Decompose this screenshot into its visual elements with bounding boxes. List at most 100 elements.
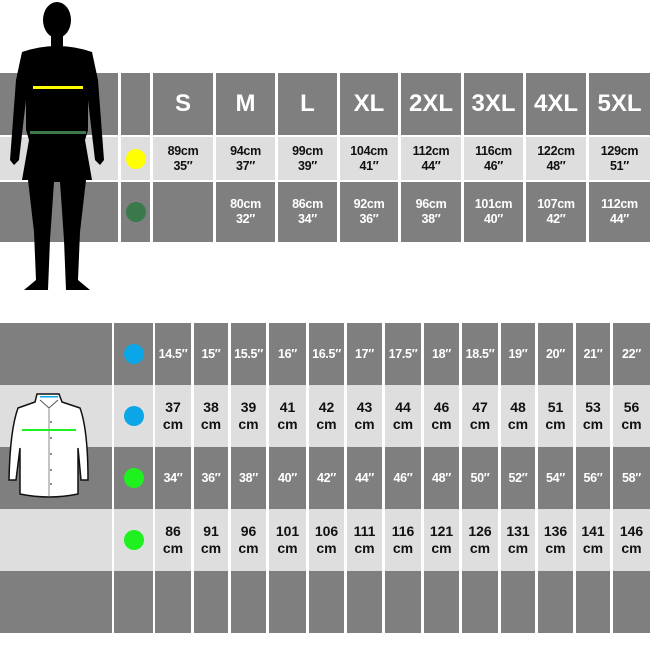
measurement-cell-text: 40″ [278, 470, 297, 485]
measurement-cell: 92cm 36″ [340, 182, 398, 242]
measurement-cell-text: 36″ [201, 470, 221, 485]
measurement-cell-text: 16.5″ [312, 346, 341, 361]
measurement-cell: 14.5″ [155, 323, 191, 385]
measurement-cell [385, 571, 421, 633]
measurement-cell-text: 94cm 37″ [230, 143, 261, 173]
measurement-cell: 52″ [501, 447, 535, 509]
measurement-cell: 16.5″ [309, 323, 344, 385]
measurement-cell: 46 cm [424, 385, 459, 447]
measurement-cell: 41 cm [269, 385, 306, 447]
measurement-cell-text: 146 cm [619, 523, 644, 556]
measurement-cell-text: 17.5″ [388, 346, 418, 361]
measurement-cell-text: 42″ [317, 470, 336, 485]
marker-cell [121, 137, 150, 180]
measurement-cell-text: 34″ [163, 470, 183, 485]
measurement-cell: 94cm 37″ [216, 137, 275, 180]
measurement-cell-text: 129cm 51″ [600, 143, 639, 173]
size-header: M [216, 73, 275, 135]
measurement-cell: 112cm 44″ [401, 137, 461, 180]
measurement-cell: 86 cm [155, 509, 191, 571]
size-header-text: XL [353, 89, 385, 117]
measurement-cell-text: 51 cm [545, 399, 566, 432]
measurement-cell [155, 571, 191, 633]
measurement-cell: 18″ [424, 323, 459, 385]
measurement-cell [424, 571, 459, 633]
chest-marker-icon [123, 530, 144, 550]
label-cell [0, 509, 112, 571]
measurement-cell-text: 112cm 44″ [412, 143, 450, 173]
measurement-cell-text: 92cm 36″ [353, 197, 385, 226]
size-header: 3XL [464, 73, 523, 135]
measurement-cell-text: 41 cm [277, 399, 298, 432]
chest-marker-icon [123, 468, 144, 488]
measurement-cell-text: 56 cm [621, 399, 642, 432]
measurement-cell-text: 89cm 35″ [167, 143, 199, 173]
measurement-cell: 40″ [269, 447, 306, 509]
measurement-cell-text: 131 cm [506, 523, 530, 556]
measurement-cell: 17.5″ [385, 323, 421, 385]
measurement-cell-text: 48″ [432, 470, 451, 485]
measurement-cell: 58″ [613, 447, 650, 509]
measurement-cell-text: 86cm 34″ [292, 197, 323, 226]
measurement-cell: 136 cm [538, 509, 573, 571]
figure-cell [0, 182, 118, 242]
measurement-cell-text: 43 cm [354, 399, 375, 432]
measurement-cell-text: 20″ [546, 346, 565, 361]
measurement-cell-text: 96cm 38″ [415, 197, 447, 226]
measurement-cell: 131 cm [501, 509, 535, 571]
marker-cell [114, 571, 153, 633]
measurement-cell-text: 111 cm [353, 523, 376, 556]
measurement-cell: 112cm 44″ [589, 182, 650, 242]
measurement-cell-text: 18″ [432, 346, 451, 361]
measurement-cell: 21″ [576, 323, 610, 385]
measurement-cell: 80cm 32″ [216, 182, 275, 242]
measurement-cell: 44 cm [385, 385, 421, 447]
measurement-cell [501, 571, 535, 633]
size-header-text: 3XL [471, 89, 516, 117]
size-header-text: S [174, 89, 191, 117]
size-header-text: M [235, 89, 256, 117]
measurement-cell-text: 44″ [355, 470, 374, 485]
measurement-cell: 53 cm [576, 385, 610, 447]
measurement-cell: 54″ [538, 447, 573, 509]
measurement-cell: 91 cm [194, 509, 228, 571]
measurement-cell: 47 cm [462, 385, 498, 447]
measurement-cell-text: 22″ [622, 346, 641, 361]
measurement-cell: 122cm 48″ [526, 137, 586, 180]
measurement-cell: 20″ [538, 323, 573, 385]
marker-cell [114, 447, 153, 509]
size-header: 5XL [589, 73, 650, 135]
measurement-cell-text: 121 cm [429, 523, 454, 556]
measurement-cell-text: 46″ [393, 470, 413, 485]
measurement-cell-text: 101cm 40″ [474, 197, 513, 226]
measurement-cell-text: 37 cm [162, 399, 184, 432]
measurement-cell-text: 56″ [583, 470, 603, 485]
measurement-cell: 19″ [501, 323, 535, 385]
size-header: 2XL [401, 73, 461, 135]
size-header-text: 5XL [597, 89, 642, 117]
measurement-cell: 50″ [462, 447, 498, 509]
measurement-cell-text: 122cm 48″ [537, 143, 575, 173]
measurement-cell [576, 571, 610, 633]
measurement-cell: 46″ [385, 447, 421, 509]
measurement-cell-text: 39 cm [238, 399, 259, 432]
measurement-cell: 126 cm [462, 509, 498, 571]
measurement-cell-text: 15.5″ [234, 346, 263, 361]
measurement-cell-text: 116 cm [391, 523, 415, 556]
measurement-cell: 107cm 42″ [526, 182, 586, 242]
measurement-cell: 129cm 51″ [589, 137, 650, 180]
measurement-cell: 34″ [155, 447, 191, 509]
measurement-cell-text: 50″ [470, 470, 490, 485]
measurement-cell: 38″ [231, 447, 266, 509]
measurement-cell-text: 18.5″ [465, 346, 495, 361]
measurement-cell: 96cm 38″ [401, 182, 461, 242]
measurement-cell [269, 571, 306, 633]
measurement-cell-text: 46 cm [431, 399, 452, 432]
measurement-cell-text: 38″ [239, 470, 258, 485]
measurement-cell: 104cm 41″ [340, 137, 398, 180]
measurement-cell [309, 571, 344, 633]
measurement-cell-text: 21″ [583, 346, 603, 361]
measurement-cell-text: 44 cm [392, 399, 414, 432]
measurement-cell-text: 16″ [278, 346, 297, 361]
measurement-cell: 42 cm [309, 385, 344, 447]
